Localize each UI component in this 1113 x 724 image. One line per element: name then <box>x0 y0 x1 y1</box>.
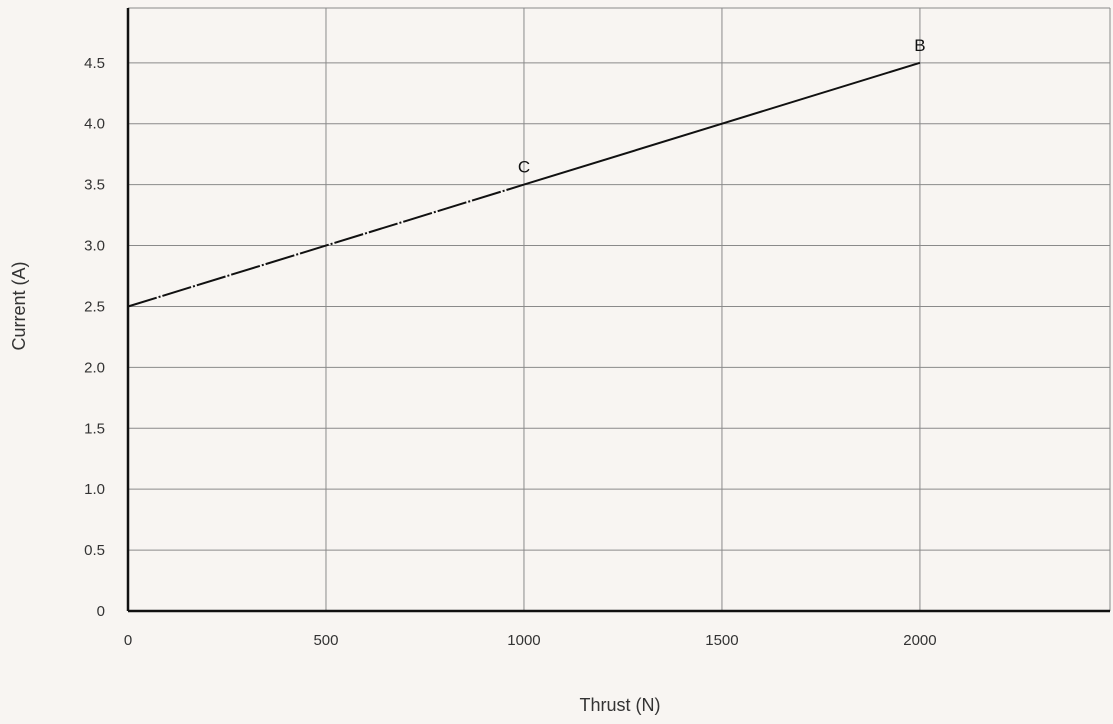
annotations: CB <box>518 36 926 177</box>
x-axis-title: Thrust (N) <box>580 695 661 715</box>
x-tick-label: 1500 <box>705 632 738 649</box>
y-tick-label: 1.5 <box>84 420 105 437</box>
y-tick-label: 3.5 <box>84 177 105 194</box>
y-tick-label: 0.5 <box>84 542 105 559</box>
series-line-dashdot <box>127 183 525 308</box>
y-axis-title: Current (A) <box>9 261 29 350</box>
x-tick-label: 2000 <box>903 632 936 649</box>
x-tick-label: 500 <box>313 632 338 649</box>
x-tick-label: 1000 <box>507 632 540 649</box>
y-tick-label: 0 <box>97 603 105 620</box>
y-tick-label: 2.0 <box>84 359 105 376</box>
y-tick-label: 4.0 <box>84 116 105 133</box>
y-tick-label: 4.5 <box>84 55 105 72</box>
series-group <box>127 61 921 308</box>
y-tick-label: 2.5 <box>84 298 105 315</box>
point-label-c: C <box>518 158 530 177</box>
grid-lines <box>128 7 1111 611</box>
point-label-b: B <box>914 36 925 55</box>
x-tick-label: 0 <box>124 632 132 649</box>
series-line-solid <box>523 61 921 186</box>
y-tick-label: 3.0 <box>84 238 105 255</box>
y-tick-label: 1.0 <box>84 481 105 498</box>
tick-labels: 0 0.5 1.0 1.5 2.0 2.5 3.0 3.5 4.0 4.5 0 500 1000 1500… <box>84 55 936 649</box>
axes <box>126 8 1110 613</box>
